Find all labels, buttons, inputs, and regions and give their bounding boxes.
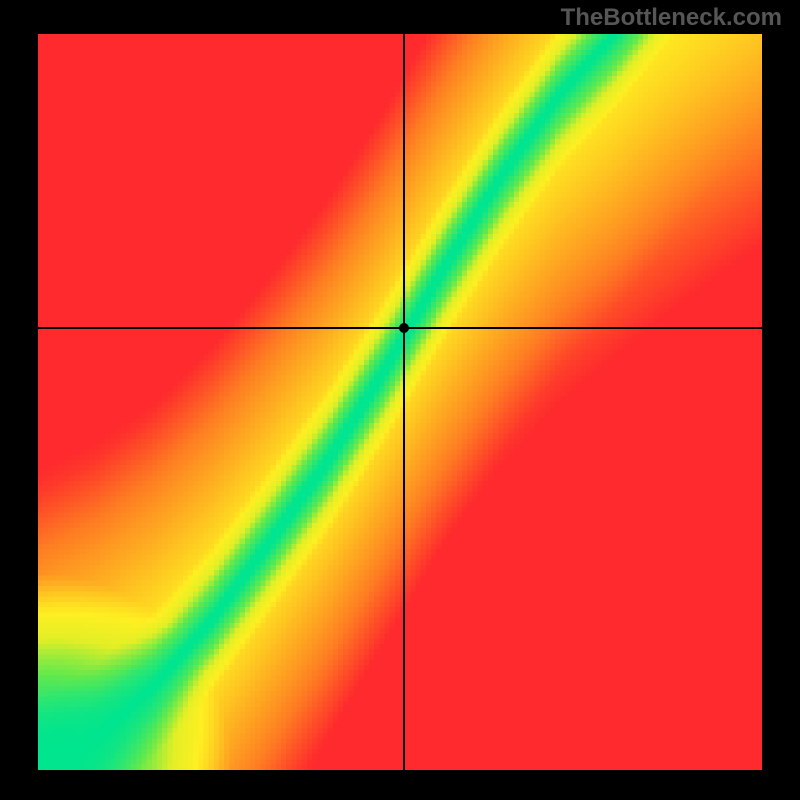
crosshair-marker	[399, 323, 409, 333]
chart-container: TheBottleneck.com	[0, 0, 800, 800]
bottleneck-heatmap	[38, 34, 762, 770]
crosshair-vertical	[403, 34, 405, 770]
watermark-label: TheBottleneck.com	[561, 4, 782, 32]
